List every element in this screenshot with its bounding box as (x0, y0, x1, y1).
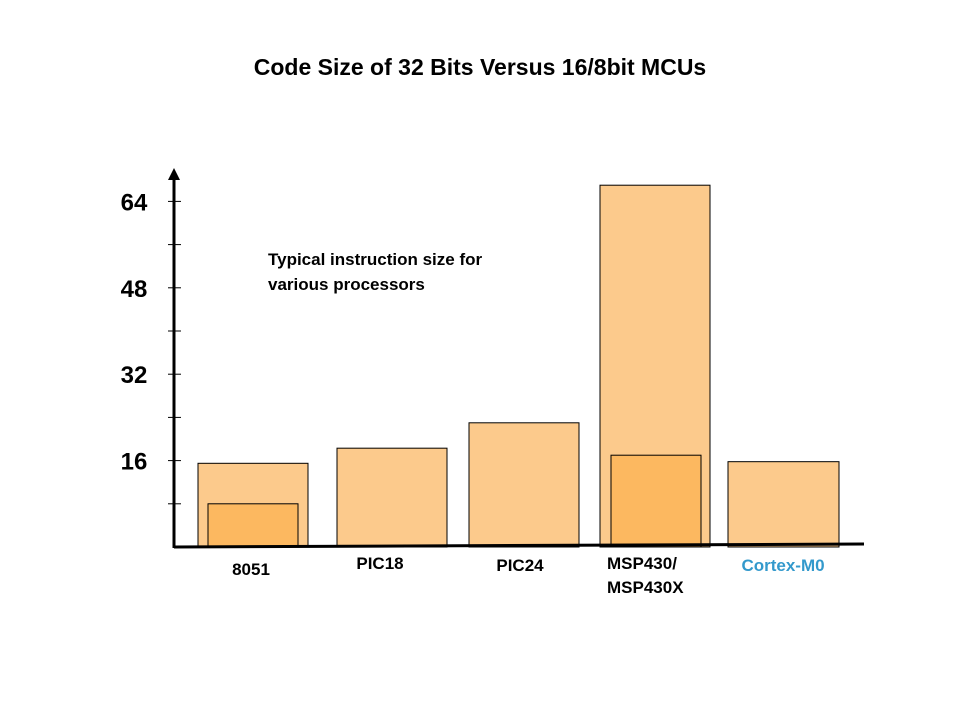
category-label-2-line-0: PIC24 (496, 556, 544, 575)
bar-min-8051 (207, 503, 299, 548)
x-axis-line (173, 542, 865, 549)
y-axis-arrow (168, 168, 180, 180)
y-tick-label-64: 64 (121, 189, 148, 216)
axes-layer (168, 168, 865, 549)
annotation-line-2: various processors (268, 275, 425, 294)
category-label-3-line-1: MSP430X (607, 578, 684, 597)
bars-layer (197, 184, 840, 548)
bar-max-cortex-m0 (727, 461, 840, 548)
y-tick-label-48: 48 (121, 276, 148, 303)
category-label-3: MSP430/MSP430X (607, 554, 684, 597)
category-label-1: PIC18 (356, 554, 403, 573)
category-label-3-line-0: MSP430/ (607, 554, 677, 573)
category-label-0-line-0: 8051 (232, 560, 270, 579)
category-label-1-line-0: PIC18 (356, 554, 403, 573)
annotation-line-1: Typical instruction size for (268, 250, 482, 269)
chart-title: Code Size of 32 Bits Versus 16/8bit MCUs (254, 54, 706, 80)
category-label-4: Cortex-M0 (741, 556, 824, 575)
category-label-0: 8051 (232, 560, 270, 579)
category-label-2: PIC24 (496, 556, 544, 575)
bar-max-pic24 (468, 422, 580, 548)
y-ticks-layer: 16 32 48 64 (121, 189, 181, 505)
chart-annotation: Typical instruction size for various pro… (268, 250, 487, 294)
category-label-4-line-0: Cortex-M0 (741, 556, 824, 575)
bar-min-msp430-msp430x (610, 454, 702, 548)
category-labels-layer: 8051 PIC18 PIC24 MSP430/MSP430X Cortex-M0 (232, 554, 824, 597)
y-tick-label-32: 32 (121, 362, 148, 389)
bar-max-pic18 (336, 447, 448, 548)
y-tick-label-16: 16 (121, 449, 148, 476)
